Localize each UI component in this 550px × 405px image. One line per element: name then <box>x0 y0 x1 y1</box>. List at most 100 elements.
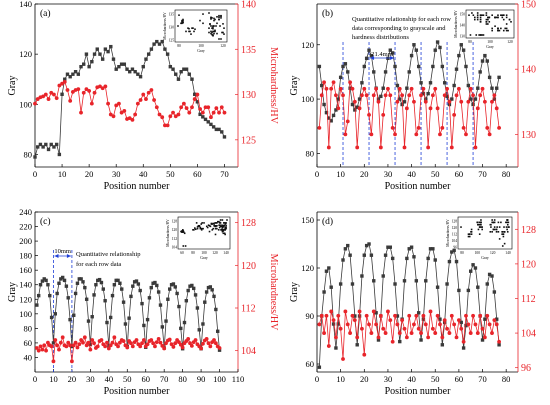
microhardness-point <box>151 341 156 346</box>
gray-point <box>369 53 374 58</box>
x-tick-label: 10 <box>49 374 58 384</box>
gray-point <box>184 299 189 303</box>
gray-point <box>138 288 142 293</box>
gray-point <box>203 300 207 304</box>
inset-point <box>476 14 479 16</box>
inset-y-tick-label: 130 <box>169 26 175 30</box>
inset-point <box>216 224 218 227</box>
microhardness-point <box>53 338 58 342</box>
gray-point <box>454 259 459 264</box>
inset-x-title: Gray <box>200 256 208 260</box>
gray-point <box>175 291 179 296</box>
annotation-text: Quantitative relationship <box>76 251 140 258</box>
inset-point <box>477 228 480 231</box>
gray-point <box>133 70 137 74</box>
microhardness-point <box>461 125 466 130</box>
inset-point <box>212 227 214 230</box>
gray-point <box>49 315 54 320</box>
microhardness-point <box>186 337 191 341</box>
microhardness-point <box>164 341 168 346</box>
inset-point <box>194 228 197 231</box>
inset-point <box>506 219 508 221</box>
gray-point <box>156 290 161 294</box>
microhardness-point <box>350 313 355 318</box>
gray-point <box>121 300 126 304</box>
gray-point <box>44 142 48 147</box>
inset-point <box>214 222 216 224</box>
gray-point <box>487 75 492 80</box>
gray-point <box>188 284 192 288</box>
gray-point <box>187 72 191 76</box>
microhardness-point <box>478 93 483 98</box>
inset-point <box>182 18 184 21</box>
inset-point <box>191 27 193 29</box>
inset-point <box>485 23 488 25</box>
gray-point <box>322 290 326 294</box>
microhardness-point <box>428 106 433 111</box>
chart-panel-4: 0 10 20 30 40 50 60 70 80 60 90 120 150 96 104 112 120 12… <box>289 211 550 397</box>
microhardness-point <box>381 112 386 117</box>
gray-point <box>36 293 41 298</box>
left-tick-label: 150 <box>301 215 314 225</box>
microhardness-point <box>350 86 355 91</box>
inset-point <box>201 222 203 224</box>
gray-point <box>466 288 471 293</box>
inset-point <box>502 233 505 235</box>
gray-point <box>114 67 118 71</box>
inset-point <box>478 34 480 36</box>
gray-point <box>97 277 102 282</box>
gray-point <box>79 277 83 281</box>
microhardness-point <box>55 343 60 348</box>
x-axis-title: Position number <box>385 386 452 397</box>
microhardness-point <box>203 105 208 110</box>
inset-point <box>497 231 500 233</box>
inset-point <box>489 223 492 226</box>
gray-point <box>438 317 442 321</box>
gray-point <box>421 317 426 321</box>
gray-point <box>222 135 227 139</box>
inset-point <box>487 16 489 19</box>
microhardness-point <box>490 331 494 335</box>
microhardness-point <box>324 86 329 91</box>
inset-point <box>492 221 495 224</box>
microhardness-point <box>62 79 67 84</box>
inset-point <box>495 228 498 231</box>
inset-point <box>497 29 499 32</box>
microhardness-point <box>160 343 165 348</box>
gray-point <box>357 314 362 318</box>
inset-x-tick-label: 100 <box>475 251 481 255</box>
microhardness-point <box>68 98 73 103</box>
inset-point <box>182 19 184 22</box>
microhardness-point <box>376 99 381 104</box>
gray-point <box>400 102 404 107</box>
gray-point <box>57 281 61 285</box>
microhardness-point <box>169 342 174 347</box>
inset-point <box>506 231 509 233</box>
gray-point <box>431 247 435 251</box>
gray-point <box>457 53 461 58</box>
inset-point <box>200 229 203 231</box>
gray-point <box>81 280 85 284</box>
microhardness-point <box>400 93 405 98</box>
inset-point <box>214 227 217 230</box>
inset-point <box>476 221 479 224</box>
microhardness-point <box>212 338 216 342</box>
microhardness-point <box>105 340 109 345</box>
inset-point <box>478 226 481 228</box>
gray-point <box>169 283 174 287</box>
inset-point <box>211 33 213 36</box>
inset-point <box>491 27 493 30</box>
microhardness-point <box>60 335 65 340</box>
inset-y-tick-label: 120 <box>452 226 458 230</box>
inset-point <box>223 33 225 35</box>
inset-point <box>497 16 499 19</box>
inset-point <box>502 29 505 32</box>
gray-point <box>445 282 449 286</box>
gray-point <box>41 145 45 149</box>
inset-y-tick-label: 112 <box>172 237 177 241</box>
microhardness-point <box>492 93 497 98</box>
gray-series-line <box>318 40 500 122</box>
gray-point <box>386 245 390 249</box>
gray-point <box>217 348 222 352</box>
gray-point <box>416 311 421 315</box>
